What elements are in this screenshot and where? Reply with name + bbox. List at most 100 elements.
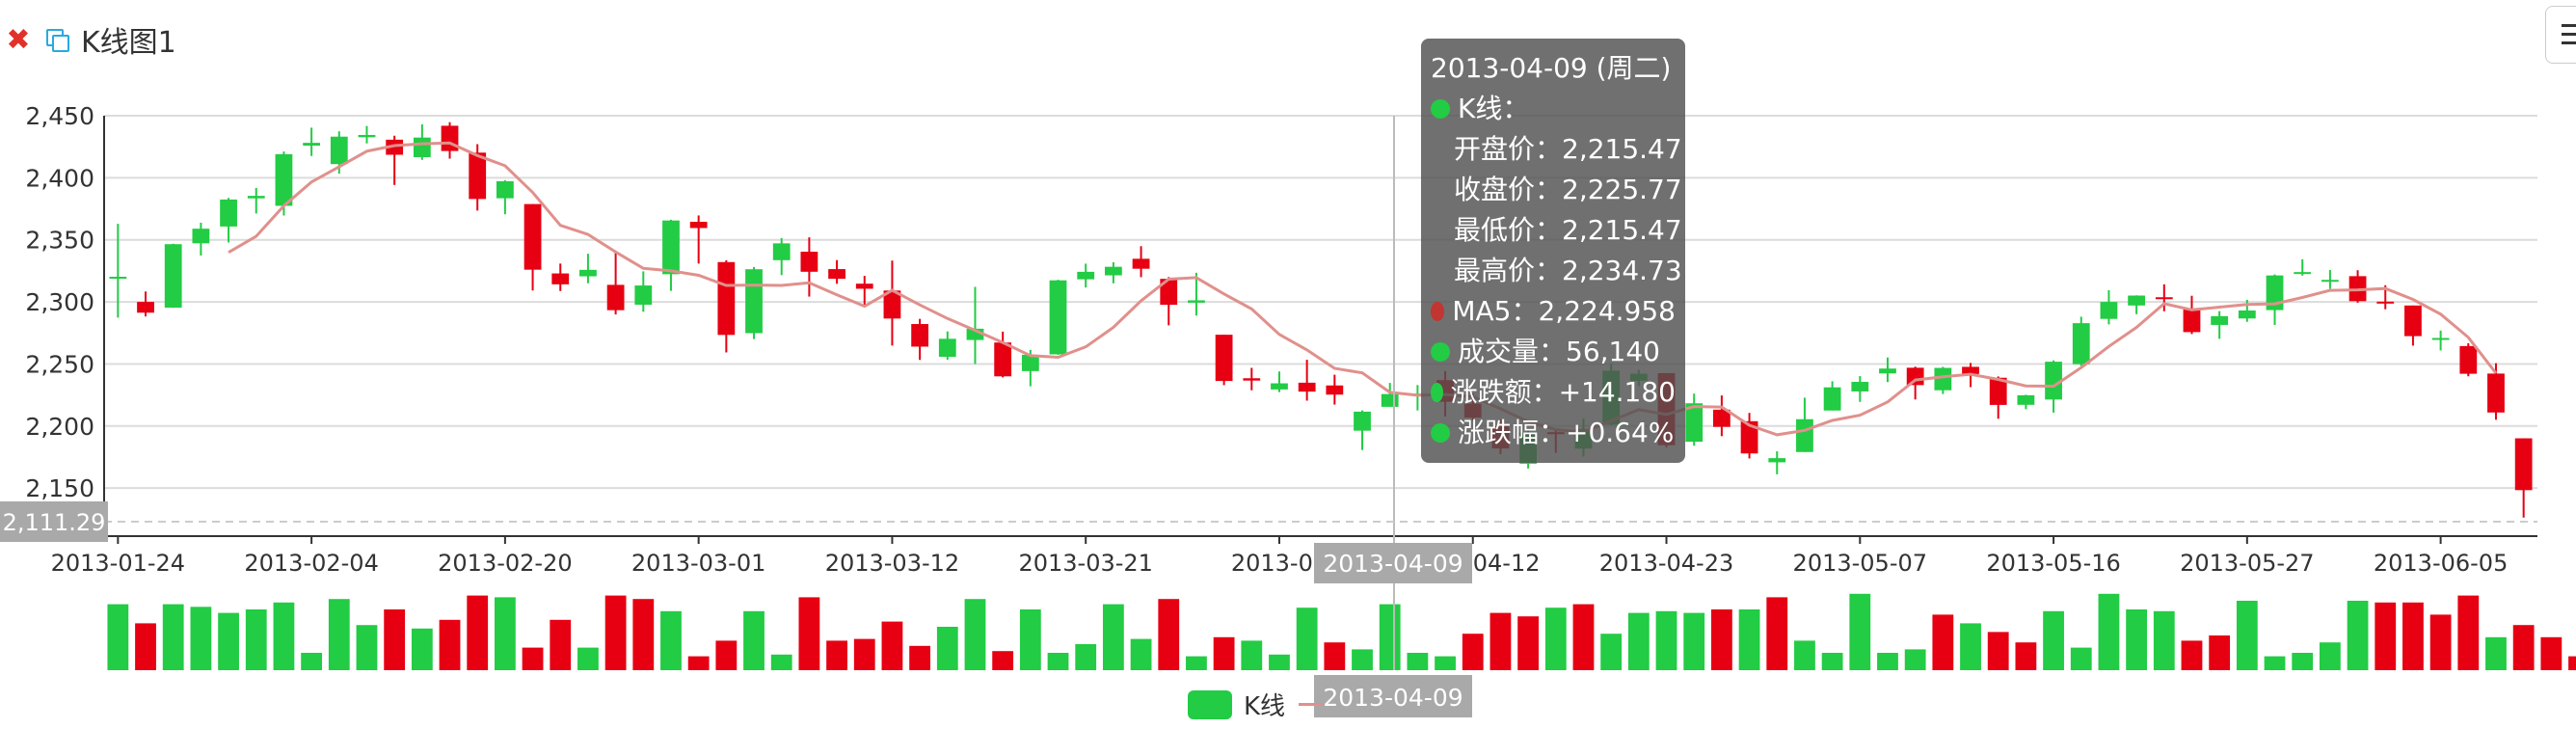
candlestick (220, 198, 237, 243)
candle-body (164, 244, 182, 309)
volume-bar (2236, 601, 2258, 670)
candle-body (745, 269, 763, 334)
volume-bar (1047, 653, 1069, 670)
candlestick (717, 259, 736, 353)
volume-bar (273, 602, 295, 670)
volume-bar (245, 609, 267, 670)
candle-body (330, 136, 348, 165)
legend-kline-label[interactable]: K线 (1244, 692, 1286, 721)
volume-bar (1379, 604, 1401, 670)
candle-body (1879, 368, 1896, 374)
candle-body (1989, 377, 2007, 405)
candle-body (2459, 345, 2478, 374)
tooltip-ma5-row: MA5：2,224.958 (1431, 291, 1676, 332)
candlestick (772, 237, 791, 276)
crosshair-y-label-bg (0, 501, 108, 542)
candle-body (303, 143, 321, 146)
volume-bar (1269, 654, 1290, 670)
change-pct-dot-icon (1431, 423, 1450, 443)
volume-bar (1794, 640, 1815, 670)
candlestick (1354, 410, 1371, 450)
candle-body (109, 277, 127, 280)
candlestick (413, 123, 431, 160)
candle-body (662, 220, 680, 275)
tooltip-high-row: 最高价：2,234.73 (1431, 251, 1682, 291)
close-icon[interactable]: ✖ (6, 22, 31, 57)
volume-bar (2292, 653, 2314, 670)
crosshair-x-label-bottom-bg (1314, 675, 1472, 717)
candle-body (2487, 373, 2505, 413)
candlestick (1049, 280, 1067, 355)
candle-body (496, 180, 514, 199)
volume-bar (2043, 610, 2064, 670)
y-tick-label: 2,200 (25, 413, 94, 441)
volume-bar (1102, 604, 1124, 670)
candlestick (358, 125, 376, 144)
volume-bar (826, 640, 847, 670)
candle-body (634, 285, 653, 305)
volume-bar (218, 612, 239, 670)
candlestick (938, 331, 956, 361)
candle-body (717, 261, 736, 336)
candle-body (2294, 272, 2312, 275)
candle-body (1906, 367, 1924, 386)
volume-bar (1655, 610, 1677, 670)
volume-bar (328, 599, 350, 670)
candlestick (551, 263, 570, 291)
menu-icon[interactable] (2545, 6, 2576, 64)
candle-body (1215, 335, 1233, 382)
volume-bar (881, 621, 903, 670)
volume-bar (2485, 636, 2507, 670)
candle-body (1823, 387, 1841, 411)
crosshair-y-label: 2,111.29 (3, 509, 106, 536)
volume-bar (356, 625, 378, 670)
candle-body (275, 153, 293, 206)
candle-body (883, 290, 901, 319)
candlestick (828, 259, 845, 284)
y-tick-label: 2,300 (25, 288, 94, 316)
volume-bar (301, 653, 323, 670)
chart-title: K线图1 (81, 26, 176, 60)
candle-body (1104, 266, 1122, 276)
volume-bar (770, 654, 792, 670)
volume-bar (162, 604, 184, 670)
volume-bar (1710, 609, 1732, 670)
tooltip: 2013-04-09 (周二) K线： 开盘价：2,215.47 收盘价：2,2… (1421, 39, 1685, 463)
candlestick (386, 135, 404, 185)
candle-body (828, 269, 845, 280)
legend-kline-swatch[interactable] (1188, 689, 1232, 719)
x-tick-label: 2013-05-16 (1986, 550, 2120, 577)
candle-body (137, 302, 154, 313)
volume-bar (2429, 614, 2452, 670)
candlestick (1298, 360, 1316, 401)
candle-body (1243, 378, 1261, 381)
candle-body (469, 152, 487, 200)
candlestick (2321, 269, 2339, 289)
volume-bar (2375, 602, 2397, 670)
candle-body (247, 196, 265, 199)
volume-bar (439, 619, 461, 670)
volume-bar (632, 599, 655, 670)
copy-icon[interactable] (46, 29, 69, 52)
candle-body (523, 203, 542, 270)
candlestick (164, 243, 182, 309)
candle-body (994, 342, 1012, 377)
x-tick-label: 2013-03-01 (631, 550, 765, 577)
candlestick (911, 318, 929, 361)
candle-body (2376, 301, 2395, 304)
candlestick (1188, 272, 1205, 316)
candle-body (2017, 394, 2035, 405)
volume-bar (522, 647, 544, 670)
candlestick (2459, 342, 2478, 377)
volume-bar (1932, 614, 1954, 670)
y-tick-label: 2,450 (25, 102, 94, 130)
legend-ma-swatch[interactable] (1299, 703, 1325, 706)
candle-body (1962, 366, 1979, 374)
volume-bar (1130, 638, 1152, 670)
volume-bar (190, 607, 212, 670)
crosshair-x-label-bottom: 2013-04-09 (1323, 684, 1462, 712)
candlestick (2266, 274, 2284, 325)
volume-bar (1489, 612, 1512, 670)
candle-body (1768, 458, 1786, 463)
